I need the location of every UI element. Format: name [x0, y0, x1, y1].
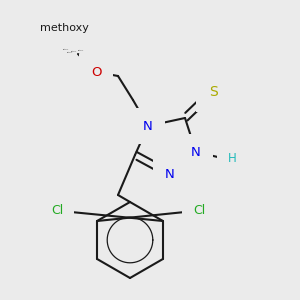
Text: Cl: Cl	[193, 203, 205, 217]
Text: methoxy: methoxy	[78, 50, 84, 51]
Text: N: N	[143, 119, 153, 133]
Text: H: H	[228, 152, 236, 164]
Text: S: S	[208, 85, 217, 99]
Text: O: O	[91, 65, 101, 79]
Text: Cl: Cl	[51, 203, 63, 217]
Text: methoxy: methoxy	[40, 23, 89, 33]
Text: methoxy: methoxy	[67, 51, 73, 52]
Text: N: N	[165, 167, 175, 181]
Text: methoxy: methoxy	[71, 50, 77, 52]
Text: N: N	[191, 146, 201, 158]
Text: methoxy: methoxy	[63, 49, 69, 50]
